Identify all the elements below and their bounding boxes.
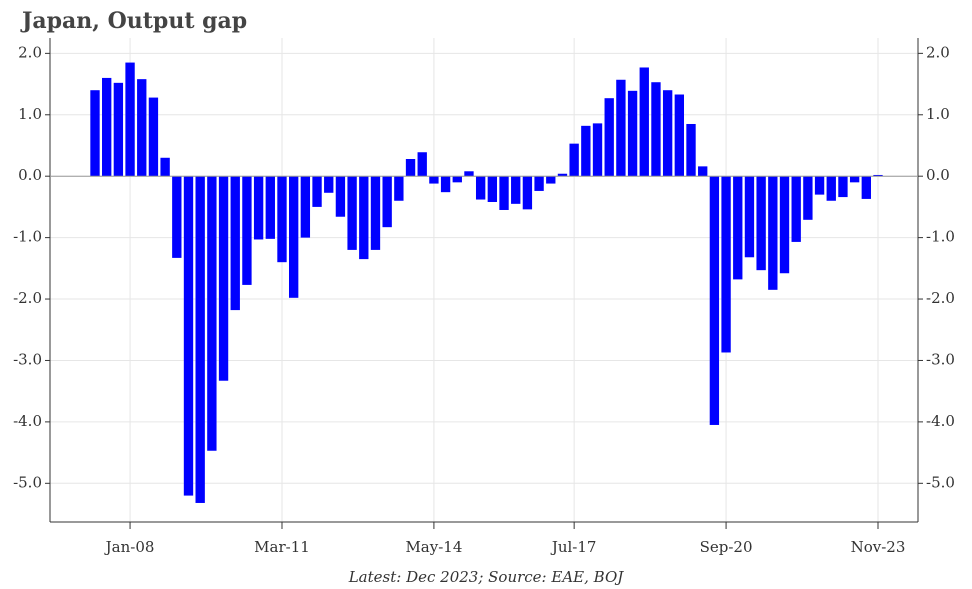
bar xyxy=(522,176,533,210)
bar xyxy=(137,79,147,177)
x-tick-label: May-14 xyxy=(405,538,462,556)
bar xyxy=(183,176,194,496)
bar xyxy=(148,97,159,177)
bar xyxy=(288,176,299,298)
x-tick-label: Nov-23 xyxy=(851,538,906,556)
y2-tick-label: 0.0 xyxy=(926,166,950,184)
bar xyxy=(744,176,755,258)
plot-area xyxy=(50,38,918,522)
bar xyxy=(277,176,287,263)
bar xyxy=(674,94,685,177)
bar xyxy=(125,62,135,177)
y-tick-label: -4.0 xyxy=(13,412,42,430)
footnote: Latest: Dec 2023; Source: EAE, BOJ xyxy=(348,568,625,586)
bar xyxy=(335,176,346,217)
bar xyxy=(814,176,825,195)
bar xyxy=(709,176,720,425)
bar xyxy=(581,125,591,177)
y2-tick-label: -1.0 xyxy=(926,228,955,246)
bar xyxy=(838,176,848,198)
bar xyxy=(791,176,801,242)
bar xyxy=(849,176,860,183)
bar xyxy=(347,176,357,250)
bar xyxy=(429,176,439,184)
bar xyxy=(662,90,673,177)
bar xyxy=(511,176,521,204)
bar xyxy=(230,176,240,311)
y-tick-label: -2.0 xyxy=(13,289,42,307)
bar xyxy=(359,176,369,260)
bar xyxy=(534,176,544,191)
bar xyxy=(557,173,568,177)
y-tick-label: 0.0 xyxy=(18,166,42,184)
y-tick-label: 1.0 xyxy=(18,105,42,123)
bar xyxy=(300,176,311,238)
bar xyxy=(312,176,322,207)
bar xyxy=(102,77,112,177)
bar xyxy=(627,90,638,177)
bar xyxy=(546,176,556,184)
y-tick-label: -1.0 xyxy=(13,228,42,246)
bar xyxy=(113,82,124,177)
bar xyxy=(826,176,836,201)
bar xyxy=(172,176,182,258)
bar xyxy=(487,176,498,202)
y2-tick-label: -4.0 xyxy=(926,412,955,430)
bar xyxy=(417,152,427,177)
bar xyxy=(440,176,451,193)
bar xyxy=(569,143,579,177)
y2-tick-label: -5.0 xyxy=(926,473,955,491)
bar xyxy=(242,176,252,285)
bar xyxy=(452,176,462,183)
bar xyxy=(592,123,603,177)
bar xyxy=(721,176,731,353)
y-tick-label: -5.0 xyxy=(13,473,42,491)
y2-tick-label: -3.0 xyxy=(926,350,955,368)
bar xyxy=(370,176,381,250)
bar xyxy=(265,176,275,239)
bar xyxy=(382,176,392,228)
y2-tick-label: 1.0 xyxy=(926,105,950,123)
bar xyxy=(160,157,170,177)
bar xyxy=(873,174,883,177)
bar xyxy=(604,98,614,177)
bar xyxy=(253,176,264,240)
x-tick-label: Jul-17 xyxy=(550,538,597,556)
x-tick-label: Sep-20 xyxy=(700,538,753,556)
y-tick-label: -3.0 xyxy=(13,350,42,368)
bar xyxy=(207,176,217,451)
bar xyxy=(861,176,871,199)
bar xyxy=(499,176,509,210)
x-tick-label: Mar-11 xyxy=(254,538,310,556)
bar xyxy=(686,123,696,177)
y2-tick-label: 2.0 xyxy=(926,43,950,61)
bar xyxy=(779,176,790,274)
bar xyxy=(651,82,661,177)
bar xyxy=(803,176,813,220)
bar xyxy=(394,176,404,201)
y-tick-label: 2.0 xyxy=(18,43,42,61)
x-tick-label: Jan-08 xyxy=(104,538,155,556)
bar xyxy=(698,166,708,177)
chart-title: Japan, Output gap xyxy=(20,8,247,34)
bar xyxy=(405,159,416,177)
bar xyxy=(324,176,334,193)
bar xyxy=(90,90,100,177)
bar xyxy=(218,176,229,381)
bar xyxy=(475,176,486,200)
bar xyxy=(639,67,649,177)
bar xyxy=(195,176,205,503)
bar xyxy=(464,171,474,177)
bar xyxy=(733,176,743,280)
bar xyxy=(616,79,626,177)
bar xyxy=(768,176,778,290)
y2-tick-label: -2.0 xyxy=(926,289,955,307)
bar xyxy=(756,176,766,271)
